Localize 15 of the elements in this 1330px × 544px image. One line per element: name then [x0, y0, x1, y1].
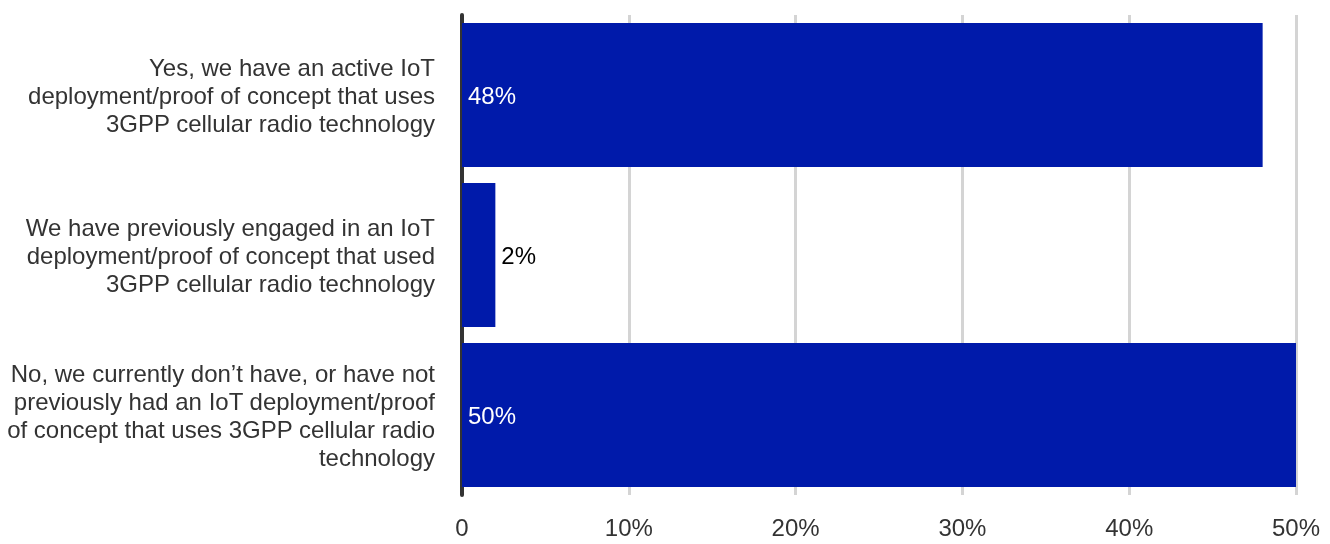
x-tick-label: 50%	[1271, 513, 1321, 541]
bar	[462, 23, 1263, 167]
y-tick-label: No, we currently don’t have, or have not previously had an IoT deployment/proof of concept that uses 3GPP cellular radio technology	[7, 359, 436, 471]
data-label: 48%	[468, 81, 517, 109]
bar	[462, 183, 496, 327]
x-tick-label: 10%	[604, 513, 653, 541]
data-label: 2%	[501, 241, 537, 269]
y-tick-label: We have previously engaged in an IoT deployment/proof of concept that used 3GPP cellular radio technology	[25, 213, 436, 297]
y-tick-label: Yes, we have an active IoT deployment/proof of concept that uses 3GPP cellular radio technology	[28, 53, 436, 137]
x-tick-label: 0	[455, 513, 469, 541]
x-tick-label: 20%	[771, 513, 820, 541]
bar	[462, 343, 1296, 487]
data-label: 50%	[468, 401, 517, 429]
x-tick-label: 40%	[1105, 513, 1154, 541]
x-tick-label: 30%	[938, 513, 987, 541]
